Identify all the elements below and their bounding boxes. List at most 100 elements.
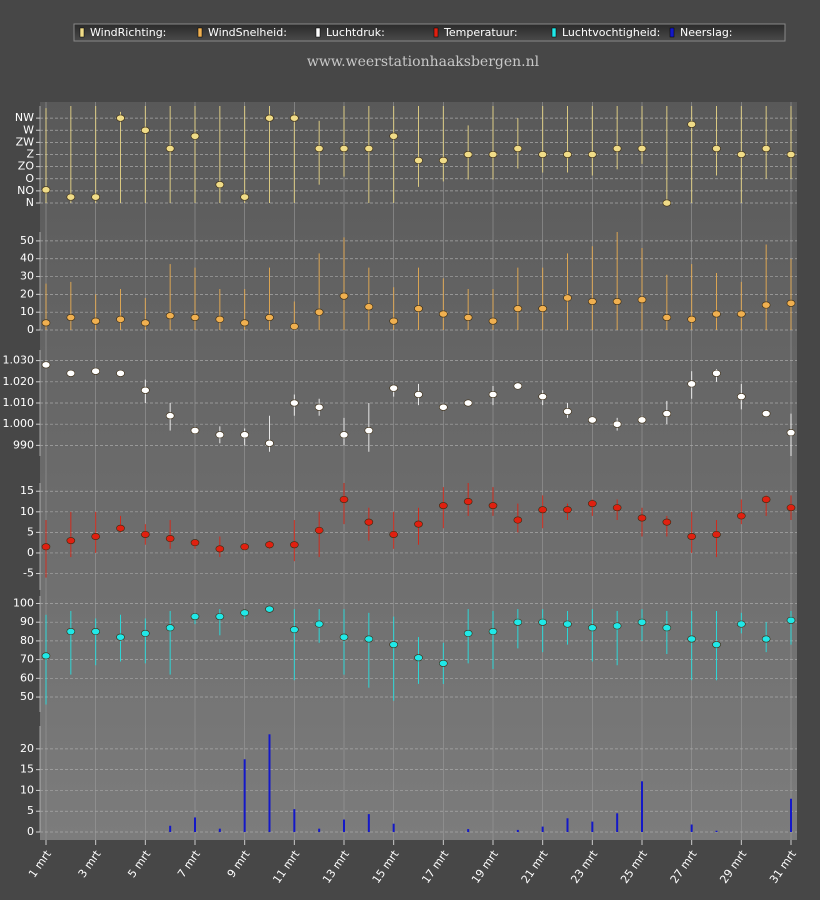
point <box>712 369 721 377</box>
point <box>41 186 51 194</box>
point <box>786 151 796 159</box>
y-tick-label: 1.020 <box>3 375 35 388</box>
y-tick-label: 0 <box>27 323 34 336</box>
point <box>290 626 299 634</box>
point <box>91 367 100 375</box>
bar <box>343 819 345 832</box>
y-tick-label: 0 <box>27 825 34 838</box>
point <box>439 659 448 667</box>
point <box>513 618 523 626</box>
bar <box>268 734 271 832</box>
point <box>190 314 200 322</box>
plot-area <box>40 102 797 840</box>
point <box>414 305 423 313</box>
y-tick-label: -5 <box>23 567 34 580</box>
bar <box>591 821 594 832</box>
y-tick-label: Z <box>26 148 34 161</box>
point <box>215 431 225 439</box>
point <box>265 439 274 447</box>
y-tick-label: 10 <box>20 305 34 318</box>
point <box>314 620 324 628</box>
point <box>488 628 498 636</box>
bar <box>318 828 321 832</box>
point <box>116 369 125 377</box>
y-tick-label: 100 <box>13 596 34 609</box>
point <box>389 641 398 649</box>
y-tick-label: NO <box>17 184 34 197</box>
point <box>141 386 150 394</box>
point <box>290 399 299 407</box>
point <box>538 506 547 514</box>
point <box>786 429 796 437</box>
point <box>41 319 51 327</box>
point <box>364 303 374 311</box>
point <box>538 393 547 401</box>
point <box>389 530 398 538</box>
point <box>488 391 498 399</box>
point <box>488 317 498 325</box>
point <box>41 543 51 551</box>
point <box>712 530 721 538</box>
point <box>563 506 572 514</box>
point <box>290 541 299 549</box>
point <box>66 314 76 322</box>
point <box>761 145 771 153</box>
point <box>439 310 448 318</box>
bar <box>169 825 172 832</box>
point <box>563 294 572 302</box>
point <box>240 609 249 617</box>
point <box>662 518 672 526</box>
legend-box <box>73 23 786 42</box>
point <box>141 530 150 538</box>
bar <box>218 828 221 832</box>
point <box>588 500 597 508</box>
point <box>116 114 125 122</box>
legend-swatch <box>197 27 203 38</box>
point <box>290 114 299 122</box>
y-tick-label: 990 <box>13 438 34 451</box>
point <box>588 151 597 159</box>
point <box>662 199 672 207</box>
point <box>737 512 746 520</box>
point <box>761 635 771 643</box>
point <box>165 535 175 543</box>
point <box>439 403 448 411</box>
bar <box>715 830 718 832</box>
legend-swatch <box>669 27 675 38</box>
bar <box>516 829 519 832</box>
point <box>488 502 498 510</box>
point <box>761 301 771 309</box>
point <box>265 314 274 322</box>
point <box>513 516 523 524</box>
point <box>687 315 696 323</box>
bar <box>467 829 470 832</box>
point <box>91 317 100 325</box>
point <box>314 308 324 316</box>
point <box>588 624 597 632</box>
point <box>265 605 274 613</box>
point <box>513 145 523 153</box>
y-tick-label: ZW <box>16 135 35 148</box>
point <box>41 652 51 660</box>
y-tick-label: 30 <box>20 270 34 283</box>
y-tick-label: W <box>23 123 34 136</box>
legend-label: WindRichting: <box>90 26 166 39</box>
point <box>588 297 597 305</box>
point <box>265 114 274 122</box>
point <box>513 382 523 390</box>
point <box>339 145 349 153</box>
bar <box>194 817 196 832</box>
point <box>116 315 125 323</box>
y-tick-label: 15 <box>20 763 34 776</box>
point <box>687 380 696 388</box>
y-tick-label: 0 <box>27 546 34 559</box>
point <box>538 618 547 626</box>
point <box>339 495 349 503</box>
point <box>91 532 100 540</box>
point <box>240 543 249 551</box>
y-tick-label: 10 <box>20 783 34 796</box>
point <box>364 145 374 153</box>
point <box>463 399 473 407</box>
legend-label: WindSnelheid: <box>208 26 287 39</box>
legend-swatch <box>433 27 439 38</box>
